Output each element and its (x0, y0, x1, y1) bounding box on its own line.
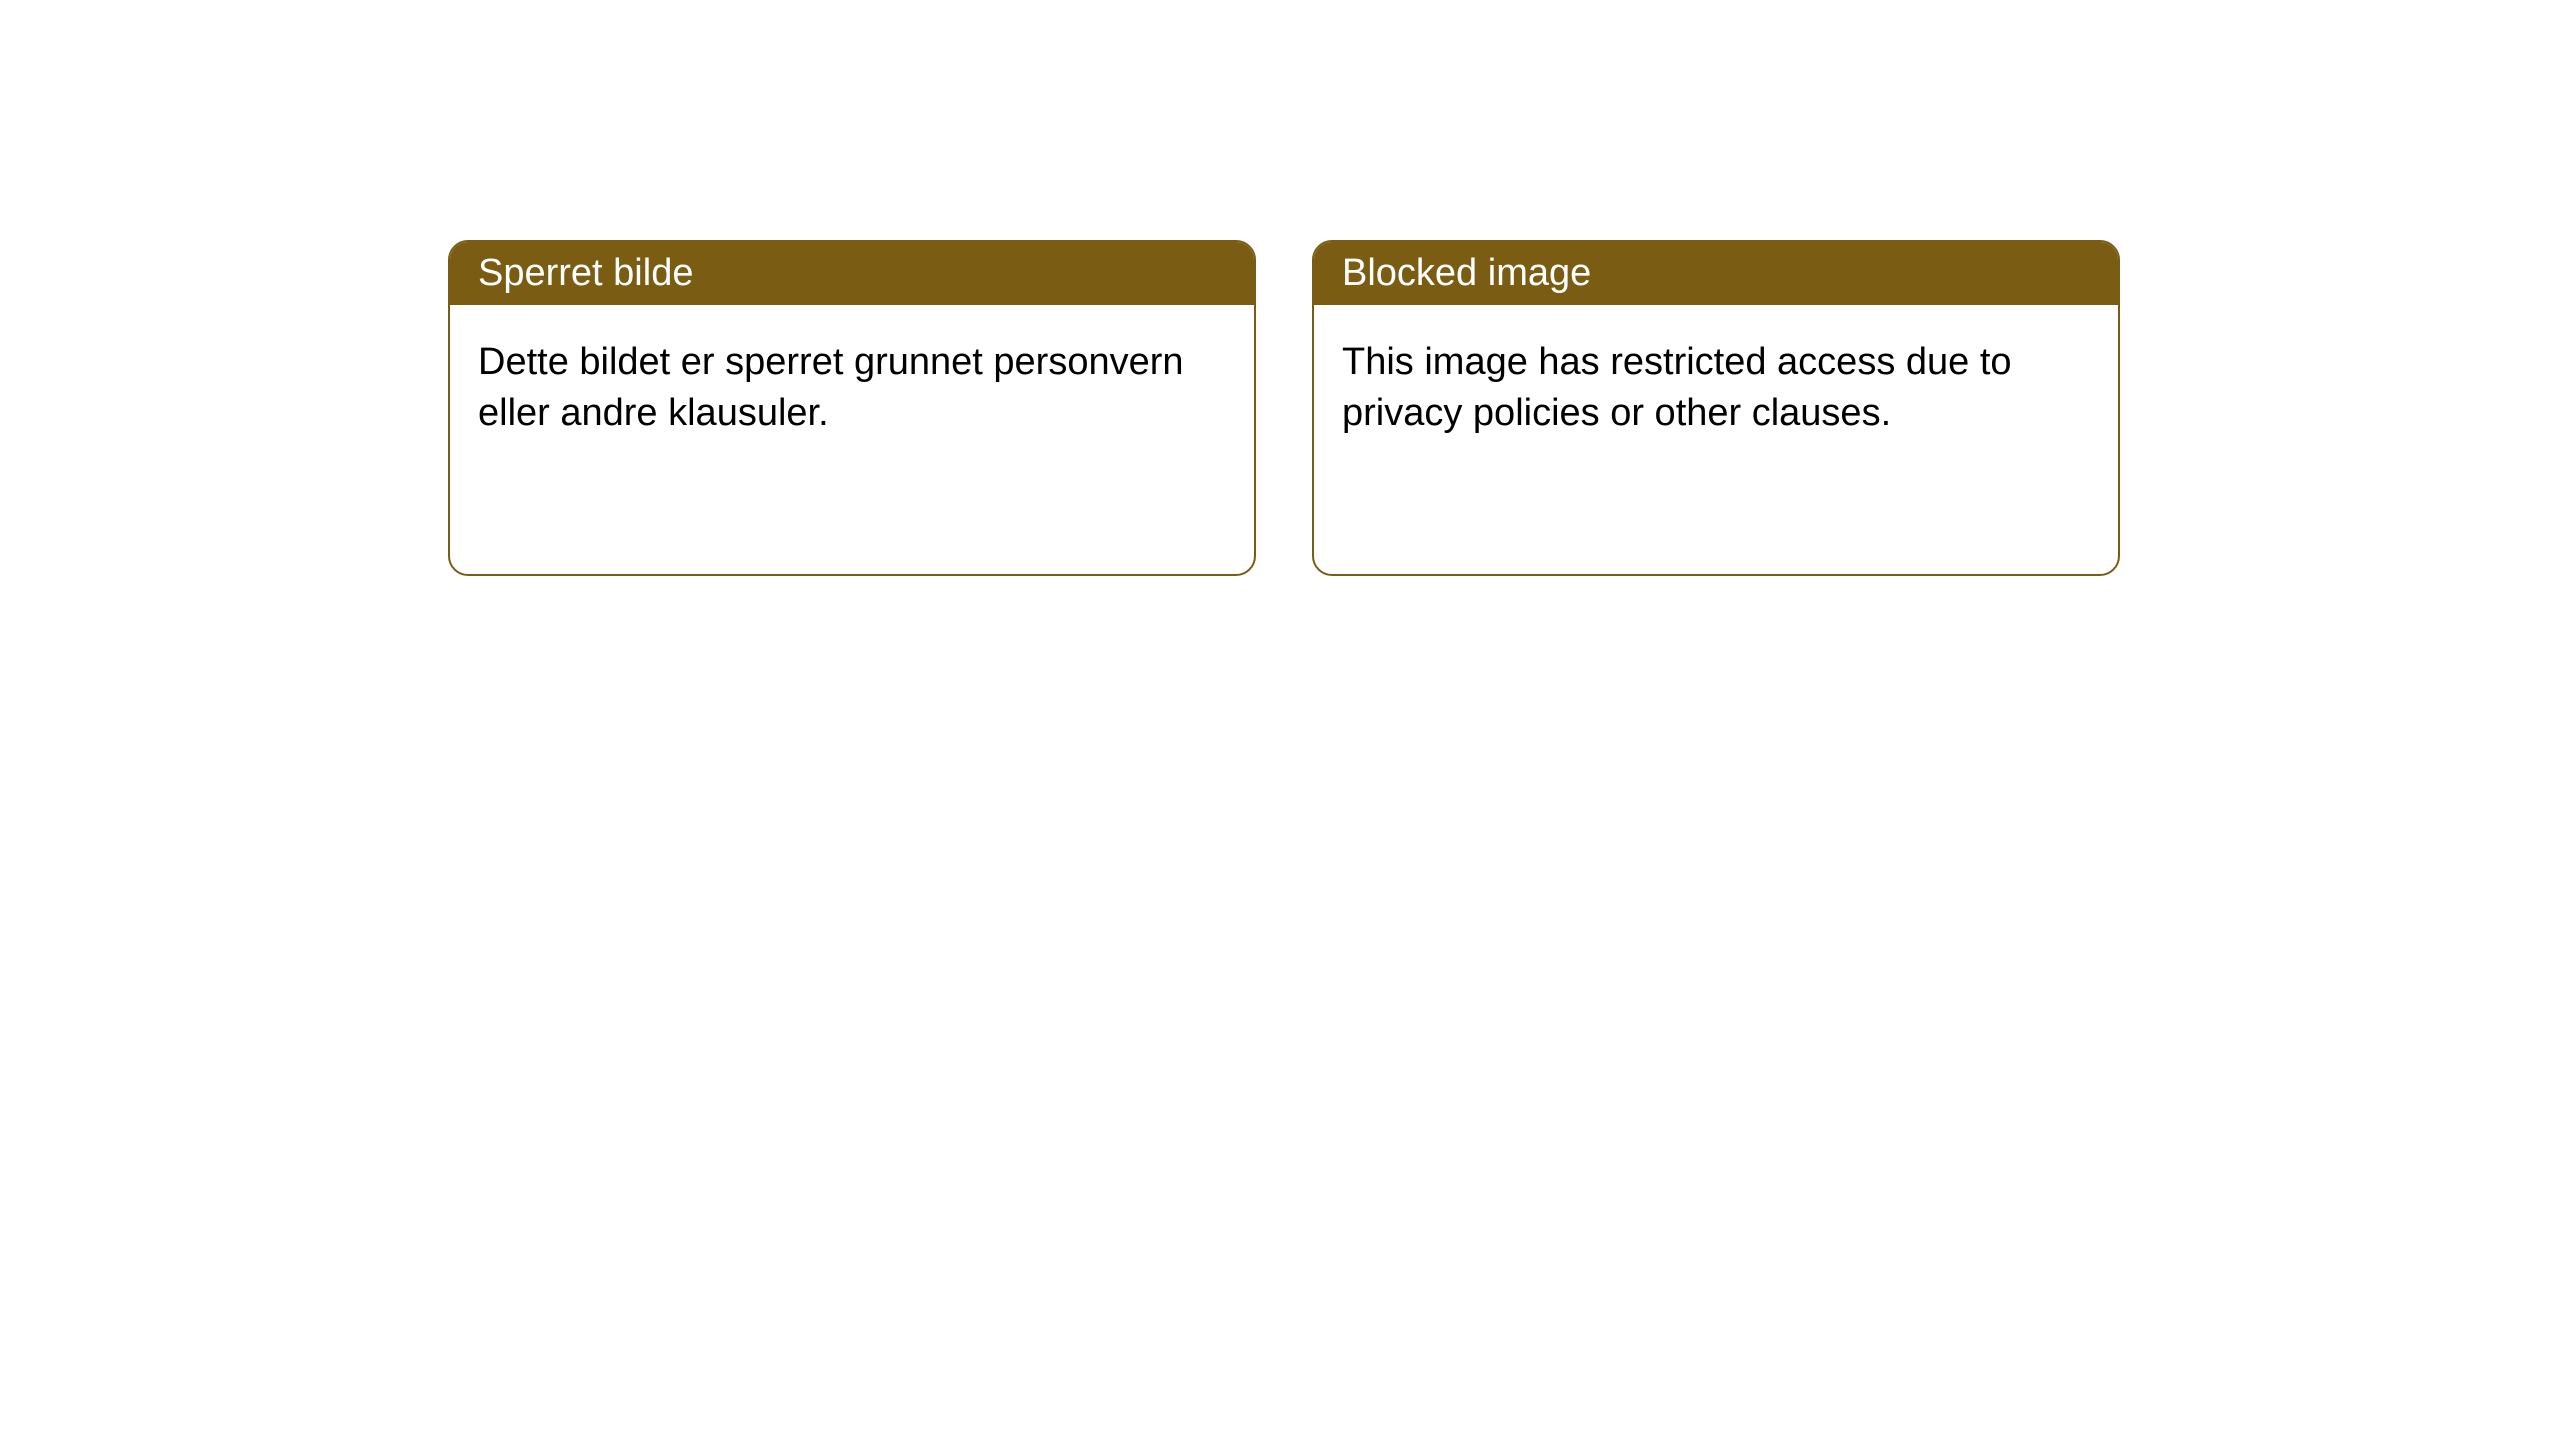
notice-card-body: Dette bildet er sperret grunnet personve… (450, 305, 1254, 472)
notice-card-norwegian: Sperret bilde Dette bildet er sperret gr… (448, 240, 1256, 576)
notice-card-title: Blocked image (1314, 242, 2118, 305)
notice-card-english: Blocked image This image has restricted … (1312, 240, 2120, 576)
notice-container: Sperret bilde Dette bildet er sperret gr… (0, 0, 2560, 576)
notice-card-body: This image has restricted access due to … (1314, 305, 2118, 472)
notice-card-title: Sperret bilde (450, 242, 1254, 305)
